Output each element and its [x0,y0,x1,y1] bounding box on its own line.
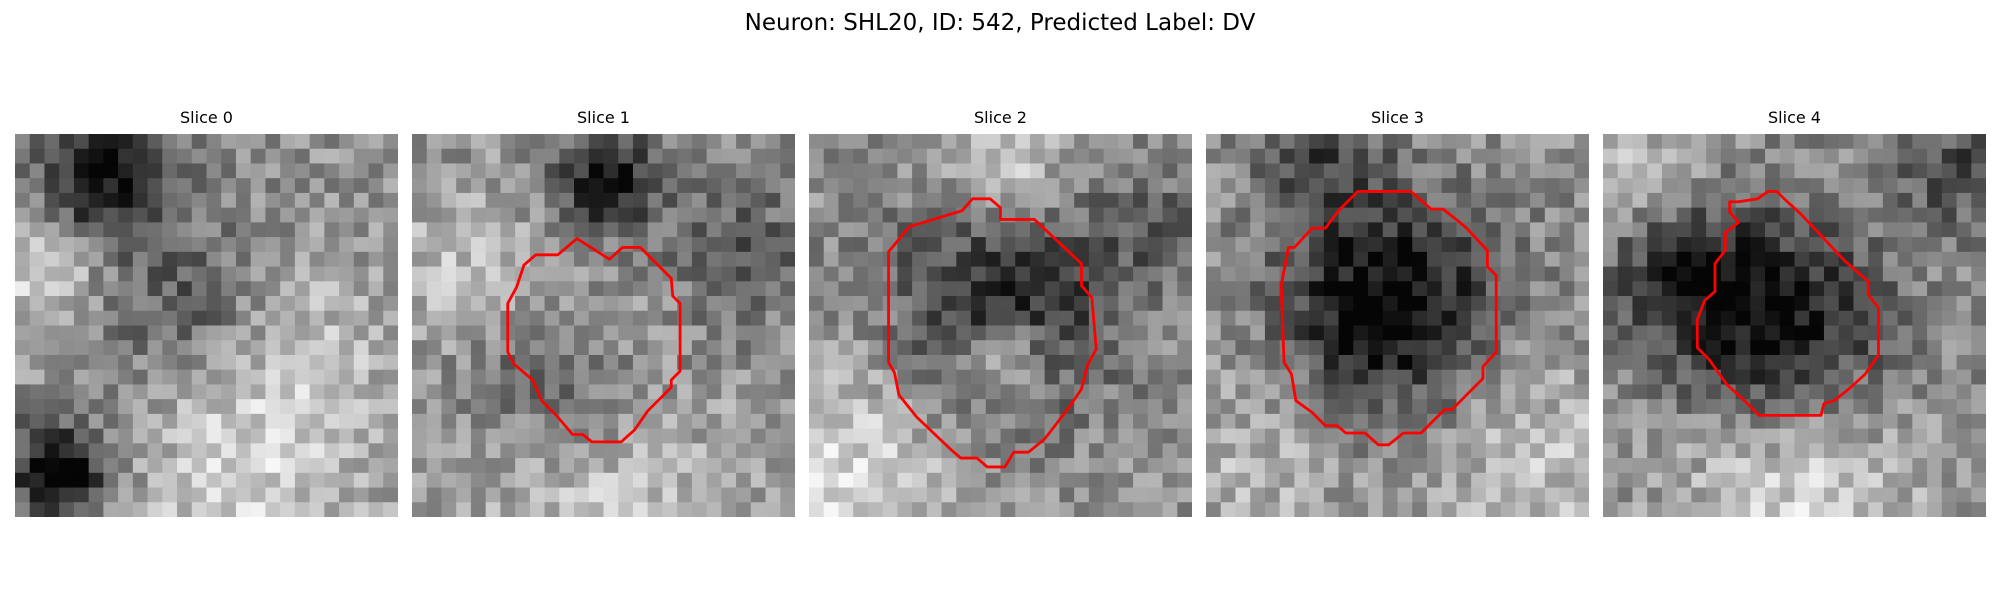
panel-slice-4: Slice 4 [1603,108,1986,517]
panel-title: Slice 0 [180,108,233,127]
neuron-contour [506,237,682,444]
panel-slice-3: Slice 3 [1206,108,1589,517]
panel-slice-1: Slice 1 [412,108,795,517]
slice-image [809,134,1192,517]
panel-title: Slice 2 [974,108,1027,127]
neuron-contour [1279,190,1498,447]
neuron-contour [887,197,1098,469]
slice-image [15,134,398,517]
suptitle: Neuron: SHL20, ID: 542, Predicted Label:… [744,10,1256,36]
panel-title: Slice 1 [577,108,630,127]
panel-title: Slice 3 [1371,108,1424,127]
slice-image [1206,134,1589,517]
panel-slice-2: Slice 2 [809,108,1192,517]
neuron-contour [1695,190,1880,417]
slice-image [1603,134,1986,517]
panel-title: Slice 4 [1768,108,1821,127]
panel-slice-0: Slice 0 [15,108,398,517]
slice-image [412,134,795,517]
